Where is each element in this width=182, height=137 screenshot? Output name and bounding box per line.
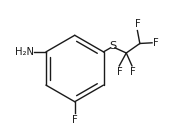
Text: F: F xyxy=(153,38,159,48)
Text: F: F xyxy=(72,115,78,125)
Text: H₂N: H₂N xyxy=(15,47,34,57)
Text: S: S xyxy=(109,42,116,52)
Text: F: F xyxy=(117,67,122,77)
Text: F: F xyxy=(130,67,136,77)
Text: F: F xyxy=(134,19,140,29)
